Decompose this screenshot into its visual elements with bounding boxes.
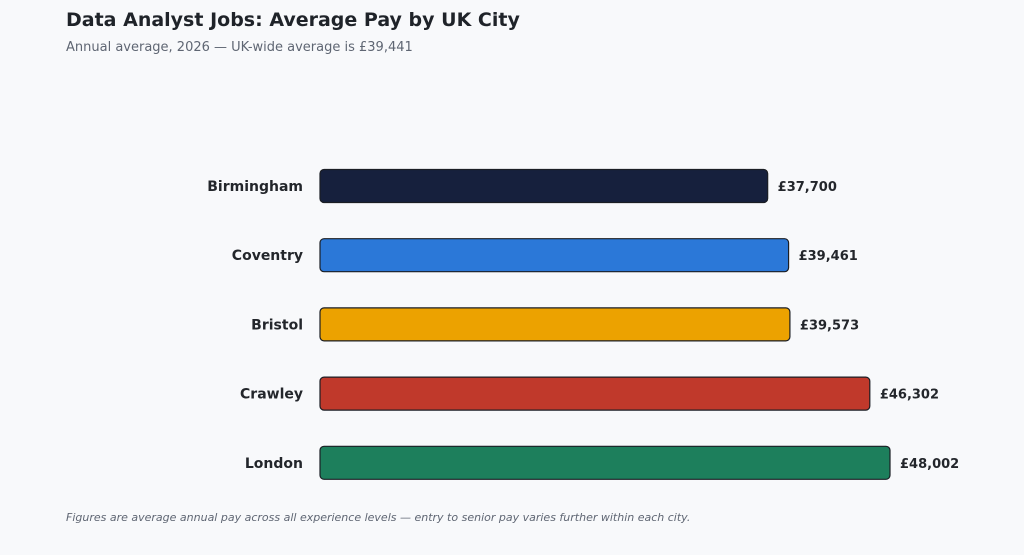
- value-label: £39,461: [799, 249, 858, 264]
- category-label: Bristol: [251, 317, 303, 333]
- category-label: Crawley: [240, 387, 303, 403]
- value-label: £48,002: [900, 457, 959, 472]
- bar-london: [319, 445, 891, 480]
- value-label: £37,700: [778, 180, 837, 195]
- category-label: London: [245, 456, 303, 472]
- chart-subtitle: Annual average, 2026 — UK-wide average i…: [66, 40, 413, 55]
- category-label: Coventry: [232, 248, 303, 264]
- bar-coventry: [319, 238, 790, 273]
- bar-bristol: [319, 307, 791, 342]
- chart-footnote: Figures are average annual pay across al…: [66, 511, 691, 524]
- value-label: £46,302: [880, 388, 939, 403]
- value-label: £39,573: [800, 318, 859, 333]
- bar-crawley: [319, 376, 871, 411]
- bar-birmingham: [319, 168, 769, 204]
- chart-title: Data Analyst Jobs: Average Pay by UK Cit…: [66, 9, 520, 31]
- category-label: Birmingham: [207, 179, 303, 195]
